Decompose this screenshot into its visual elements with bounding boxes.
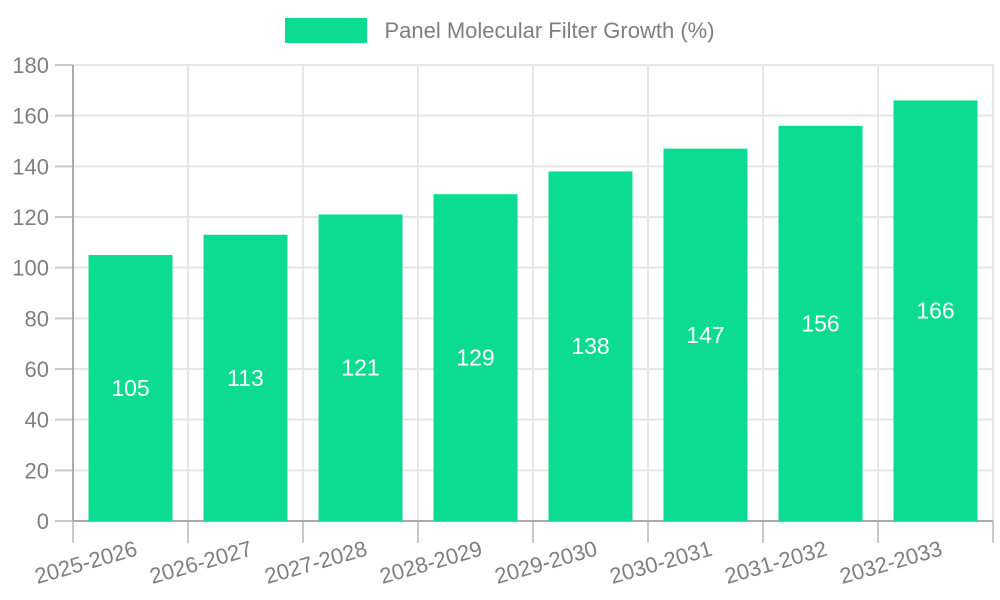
x-category-label: 2030-2031 [607,536,715,589]
bar-value-label: 166 [916,298,954,324]
bar-value-label: 138 [571,333,609,359]
y-tick-label: 140 [12,154,49,179]
bar [893,100,978,521]
y-tick-label: 100 [12,256,49,281]
x-category-label: 2028-2029 [377,536,485,589]
y-tick-label: 160 [12,104,49,129]
x-category-label: 2029-2030 [492,536,600,589]
x-category-label: 2027-2028 [262,536,370,589]
bar-value-label: 147 [686,322,724,348]
y-tick-label: 40 [25,408,49,433]
x-category-label: 2025-2026 [32,536,140,589]
x-category-label: 2031-2032 [722,536,830,589]
axis-ticks [55,64,994,543]
x-category-label: 2026-2027 [147,536,255,589]
y-tick-label: 180 [12,53,49,78]
x-category-label: 2032-2033 [837,536,945,589]
legend-label: Panel Molecular Filter Growth (%) [384,18,715,43]
chart-legend: Panel Molecular Filter Growth (%) [0,18,1000,43]
bar [203,234,288,521]
bar-value-label: 129 [456,345,494,371]
bar [433,194,518,521]
bar [778,125,863,522]
y-tick-label: 20 [25,458,49,483]
bar-value-label: 121 [341,355,379,381]
bar [548,171,633,521]
y-tick-label: 0 [37,509,49,534]
bars: 105 113 121 129 138 147 156 166 [88,100,978,522]
legend-swatch [285,18,368,43]
bar [318,214,403,521]
bar [663,148,748,521]
bar [88,255,173,521]
bar-value-label: 113 [227,365,264,391]
y-tick-label: 120 [12,205,49,230]
y-tick-label: 80 [25,306,49,331]
bar-value-label: 156 [801,310,839,336]
bar-value-label: 105 [111,375,149,401]
y-tick-label: 60 [25,357,49,382]
